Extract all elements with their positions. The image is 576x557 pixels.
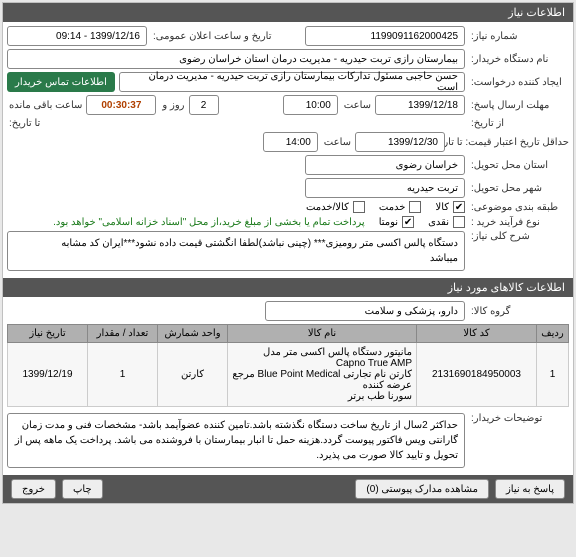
remaining-label: ساعت باقی مانده <box>7 100 82 111</box>
main-desc-label: شرح کلی نیاز: <box>469 231 569 242</box>
col-qty: تعداد / مقدار <box>88 325 158 343</box>
panel-title: اطلاعات نیاز <box>508 7 565 19</box>
from-date-label: از تاریخ: <box>469 118 569 129</box>
buyer-org-field: بیمارستان رازی تربت حیدریه - مدیریت درما… <box>7 49 465 69</box>
need-no-field: 1199091162000425 <box>305 26 465 46</box>
remaining-days: 2 <box>189 95 219 115</box>
need-no-label: شماره نیاز: <box>469 31 569 42</box>
panel-header: اطلاعات نیاز <box>3 3 573 22</box>
countdown-timer: 00:30:37 <box>86 95 156 115</box>
creator-field: حسن حاجبی مسئول تدارکات بیمارستان رازی ت… <box>119 72 465 92</box>
opt-nometa[interactable]: ✔ نومتا <box>379 216 414 228</box>
to-date-label: تا تاریخ: <box>7 118 40 129</box>
city-label: شهر محل تحویل: <box>469 183 569 194</box>
cell-date: 1399/12/19 <box>8 343 88 407</box>
time-label-2: ساعت <box>322 137 351 148</box>
col-code: کد کالا <box>417 325 537 343</box>
footer-bar: پاسخ به نیاز مشاهده مدارک پیوستی (0) چاپ… <box>3 475 573 503</box>
cell-name: مانیتور دستگاه پالس اکسی متر مدل Capno T… <box>228 343 417 407</box>
deadline-date-field: 1399/12/18 <box>375 95 465 115</box>
table-row: 1 2131690184950003 مانیتور دستگاه پالس ا… <box>8 343 569 407</box>
goods-group-label: گروه کالا: <box>469 306 569 317</box>
buyer-notes-field: حداکثر 2سال از تاریخ ساخت دستگاه نگذشته … <box>7 413 465 468</box>
table-header-row: ردیف کد کالا نام کالا واحد شمارش تعداد /… <box>8 325 569 343</box>
deadline-time-field: 10:00 <box>283 95 338 115</box>
min-valid-time: 14:00 <box>263 132 318 152</box>
items-table: ردیف کد کالا نام کالا واحد شمارش تعداد /… <box>7 324 569 407</box>
min-valid-date: 1399/12/30 <box>355 132 445 152</box>
col-unit: واحد شمارش <box>158 325 228 343</box>
days-and-label: روز و <box>160 100 184 111</box>
opt-cash-label: نقدی <box>428 217 449 228</box>
opt-goods-service-label: کالا/خدمت <box>306 202 349 213</box>
announce-label: تاریخ و ساعت اعلان عمومی: <box>151 31 272 42</box>
main-desc-field: دستگاه پالس اکسی متر رومیزی*** (چینی نبا… <box>7 231 465 271</box>
cell-code: 2131690184950003 <box>417 343 537 407</box>
opt-nometa-label: نومتا <box>379 217 398 228</box>
cell-idx: 1 <box>537 343 569 407</box>
exit-button[interactable]: خروج <box>11 479 56 499</box>
opt-goods[interactable]: ✔ کالا <box>435 201 465 213</box>
need-info-panel: اطلاعات نیاز شماره نیاز: 119909116200042… <box>2 2 574 504</box>
opt-service-label: خدمت <box>379 202 406 213</box>
items-header: اطلاعات کالاهای مورد نیاز <box>3 278 573 297</box>
province-label: استان محل تحویل: <box>469 160 569 171</box>
deadline-label: مهلت ارسال پاسخ: <box>469 100 569 111</box>
form-area: شماره نیاز: 1199091162000425 تاریخ و ساع… <box>3 22 573 278</box>
items-header-title: اطلاعات کالاهای مورد نیاز <box>448 282 565 294</box>
opt-service[interactable]: خدمت <box>379 201 422 213</box>
buyer-org-label: نام دستگاه خریدار: <box>469 54 569 65</box>
col-name: نام کالا <box>228 325 417 343</box>
creator-label: ایجاد کننده درخواست: <box>469 77 569 88</box>
goods-group-field: دارو، پزشکی و سلامت <box>265 301 465 321</box>
cell-unit: کارتن <box>158 343 228 407</box>
city-field: تربت حیدریه <box>305 178 465 198</box>
reply-button[interactable]: پاسخ به نیاز <box>495 479 565 499</box>
payment-note: پرداخت تمام یا بخشی از مبلغ خرید،از محل … <box>53 217 365 228</box>
cell-qty: 1 <box>88 343 158 407</box>
opt-goods-service[interactable]: کالا/خدمت <box>306 201 365 213</box>
time-label-1: ساعت <box>342 100 371 111</box>
buyer-notes-label: توضیحات خریدار: <box>469 413 569 424</box>
buyer-contact-button[interactable]: اطلاعات تماس خریدار <box>7 72 115 92</box>
process-label: نوع فرآیند خرید : <box>469 217 569 228</box>
col-row: ردیف <box>537 325 569 343</box>
opt-cash[interactable]: نقدی <box>428 216 465 228</box>
min-valid-label: حداقل تاریخ اعتبار قیمت: تا تاریخ: <box>449 137 569 148</box>
col-date: تاریخ نیاز <box>8 325 88 343</box>
province-field: خراسان رضوی <box>305 155 465 175</box>
announce-field: 1399/12/16 - 09:14 <box>7 26 147 46</box>
budget-label: طبقه بندی موضوعی: <box>469 202 569 213</box>
print-button[interactable]: چاپ <box>62 479 103 499</box>
attachments-button[interactable]: مشاهده مدارک پیوستی (0) <box>355 479 489 499</box>
opt-goods-label: کالا <box>435 202 449 213</box>
